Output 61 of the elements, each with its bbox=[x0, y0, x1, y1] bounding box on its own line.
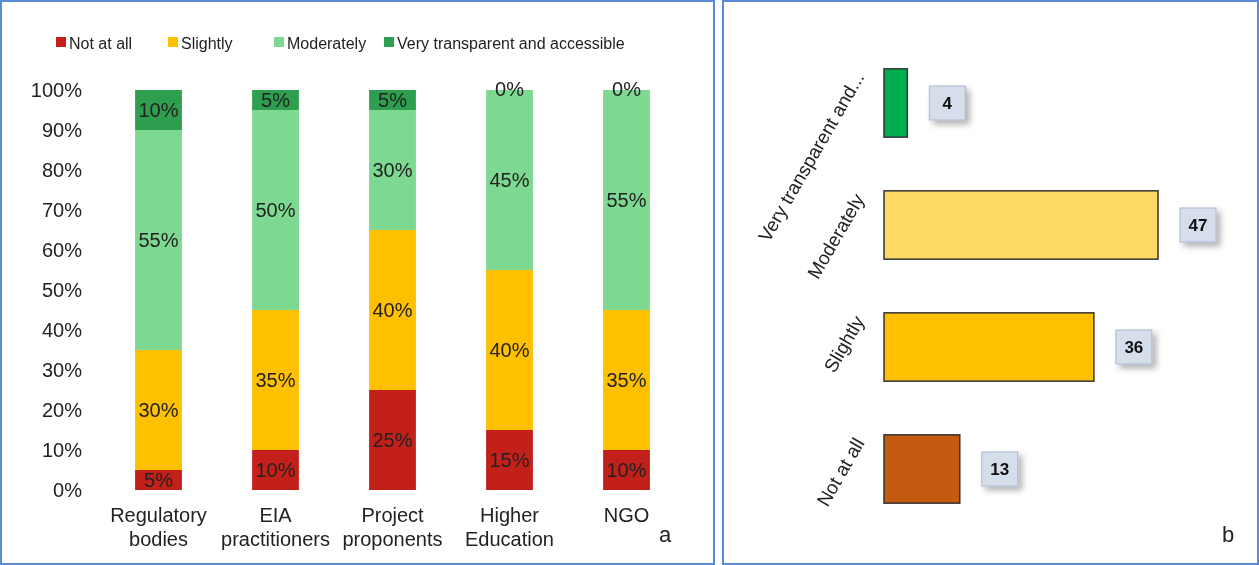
bar bbox=[883, 68, 909, 138]
legend-label: Not at all bbox=[69, 34, 133, 52]
data-label: 47 bbox=[1188, 215, 1208, 235]
text: b bbox=[1221, 522, 1235, 547]
y-tick-label: 60% bbox=[41, 239, 83, 261]
legend-label: Slightly bbox=[181, 34, 233, 52]
data-label: 35% bbox=[255, 369, 296, 391]
y-tick-label: 100% bbox=[30, 79, 83, 101]
bar bbox=[369, 110, 416, 230]
bar bbox=[603, 310, 650, 450]
bar bbox=[135, 130, 182, 350]
data-label: 0% bbox=[612, 78, 642, 100]
data-label: 36 bbox=[1124, 337, 1144, 357]
data-label: 40% bbox=[372, 299, 413, 321]
y-tick-label: 10% bbox=[41, 439, 83, 461]
x-tick-label: Project proponents bbox=[342, 504, 443, 550]
data-label: 50% bbox=[255, 199, 296, 221]
x-tick-label: Higher Education bbox=[465, 504, 554, 550]
bar bbox=[486, 430, 533, 490]
data-label: 10% bbox=[138, 99, 179, 121]
data-label: 30% bbox=[372, 159, 413, 181]
bar bbox=[252, 110, 299, 310]
data-label: 15% bbox=[489, 449, 530, 471]
y-tick-label: 0% bbox=[53, 479, 83, 501]
y-tick-label: 40% bbox=[41, 319, 83, 341]
x-tick-label: NGO bbox=[603, 504, 650, 526]
bar bbox=[883, 190, 1159, 260]
data-label: 55% bbox=[606, 189, 647, 211]
bar bbox=[252, 310, 299, 450]
x-tick-label: Regulatory bodies bbox=[110, 504, 207, 550]
y-tick-label: Not at all bbox=[812, 434, 869, 510]
data-label: 4 bbox=[942, 93, 953, 113]
data-label: 40% bbox=[489, 339, 530, 361]
y-tick-label: 80% bbox=[41, 159, 83, 181]
data-label: 5% bbox=[144, 469, 174, 491]
y-tick-label: 70% bbox=[41, 199, 83, 221]
data-label: 10% bbox=[606, 459, 647, 481]
data-label: 30% bbox=[138, 399, 179, 421]
data-label: 5% bbox=[378, 89, 408, 111]
legend-label: Moderately bbox=[287, 34, 367, 52]
bar bbox=[369, 230, 416, 390]
y-tick-label: 90% bbox=[41, 119, 83, 141]
bar bbox=[369, 390, 416, 490]
data-label: 25% bbox=[372, 429, 413, 451]
bar bbox=[486, 270, 533, 430]
data-label: 13 bbox=[990, 459, 1010, 479]
x-tick-label: EIA practitioners bbox=[221, 504, 330, 550]
data-label: 55% bbox=[138, 229, 179, 251]
data-label: 10% bbox=[255, 459, 296, 481]
y-tick-label: 30% bbox=[41, 359, 83, 381]
data-label: 0% bbox=[495, 78, 525, 100]
text: a bbox=[658, 522, 672, 547]
legend-label: Very transparent and accessible bbox=[397, 34, 625, 52]
bar bbox=[883, 434, 961, 504]
data-label: 45% bbox=[489, 169, 530, 191]
bar bbox=[135, 350, 182, 470]
y-tick-label: 50% bbox=[41, 279, 83, 301]
data-label: 5% bbox=[261, 89, 291, 111]
data-label: 35% bbox=[606, 369, 647, 391]
y-tick-label: 20% bbox=[41, 399, 83, 421]
bar bbox=[883, 312, 1095, 382]
